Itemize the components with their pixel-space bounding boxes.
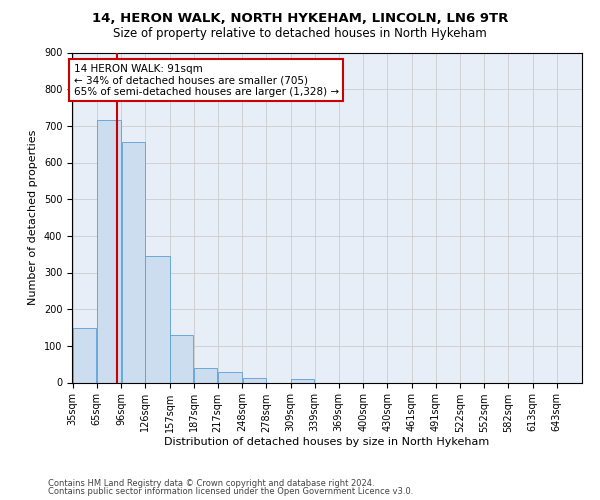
- X-axis label: Distribution of detached houses by size in North Hykeham: Distribution of detached houses by size …: [164, 438, 490, 448]
- Y-axis label: Number of detached properties: Number of detached properties: [28, 130, 38, 305]
- Bar: [97, 120, 121, 382]
- Bar: [73, 328, 97, 382]
- Bar: [242, 378, 266, 382]
- Bar: [218, 372, 242, 382]
- Bar: [194, 368, 217, 382]
- Text: Size of property relative to detached houses in North Hykeham: Size of property relative to detached ho…: [113, 28, 487, 40]
- Text: 14 HERON WALK: 91sqm
← 34% of detached houses are smaller (705)
65% of semi-deta: 14 HERON WALK: 91sqm ← 34% of detached h…: [74, 64, 339, 96]
- Bar: [122, 142, 145, 382]
- Bar: [291, 379, 314, 382]
- Text: Contains public sector information licensed under the Open Government Licence v3: Contains public sector information licen…: [48, 487, 413, 496]
- Bar: [170, 335, 193, 382]
- Text: Contains HM Land Registry data © Crown copyright and database right 2024.: Contains HM Land Registry data © Crown c…: [48, 478, 374, 488]
- Text: 14, HERON WALK, NORTH HYKEHAM, LINCOLN, LN6 9TR: 14, HERON WALK, NORTH HYKEHAM, LINCOLN, …: [92, 12, 508, 26]
- Bar: [145, 256, 170, 382]
